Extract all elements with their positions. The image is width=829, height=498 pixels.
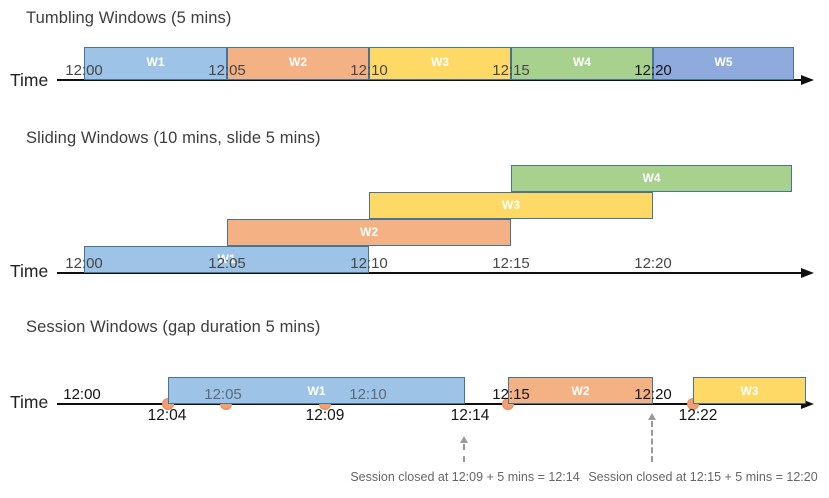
window-bar-label: W3 <box>431 54 449 69</box>
dashed-callout-line <box>463 444 465 462</box>
window-bar-w3: W3 <box>369 192 653 219</box>
time-axis <box>57 403 801 405</box>
window-bar-label: W1 <box>307 383 326 398</box>
section-title-session: Session Windows (gap duration 5 mins) <box>26 318 321 336</box>
window-bar-w1: W1 <box>84 246 369 273</box>
tick-label: 12:00 <box>65 255 103 272</box>
tick-label: 12:15 <box>492 62 530 79</box>
time-axis-label: Time <box>10 70 49 90</box>
event-time-label: 12:14 <box>450 407 490 424</box>
time-axis-arrowhead <box>801 399 814 409</box>
window-bar-w2: W2 <box>227 219 511 246</box>
window-bar-label: W1 <box>146 54 165 69</box>
session-closed-note: Session closed at 12:15 + 5 mins = 12:20 <box>588 470 818 484</box>
tick-label: 12:10 <box>349 386 387 403</box>
section-title-sliding: Sliding Windows (10 mins, slide 5 mins) <box>26 129 321 147</box>
window-bar-label: W4 <box>642 170 661 185</box>
window-bar-w2: W2 <box>508 377 653 404</box>
time-axis-arrowhead <box>801 75 814 85</box>
tick-label: 12:20 <box>634 255 672 272</box>
time-axis-label: Time <box>10 392 49 412</box>
tick-label: 12:15 <box>492 255 530 272</box>
session-closed-note: Session closed at 12:09 + 5 mins = 12:14 <box>350 470 580 484</box>
window-bar-label: W3 <box>502 197 520 212</box>
tick-label: 12:20 <box>634 62 672 79</box>
window-bar-label: W2 <box>289 54 307 69</box>
window-bar-w3: W3 <box>369 47 511 80</box>
up-arrowhead <box>648 413 656 420</box>
window-bar-label: W3 <box>740 383 759 398</box>
time-axis-arrowhead <box>801 268 814 278</box>
time-axis <box>57 272 801 274</box>
window-bar-label: W5 <box>714 54 733 69</box>
window-bar-label: W2 <box>360 224 378 239</box>
window-bar-label: W2 <box>571 383 590 398</box>
event-time-label: 12:22 <box>678 407 718 424</box>
window-bar-w5: W5 <box>653 47 794 80</box>
tick-label: 12:10 <box>350 255 388 272</box>
tick-label: 12:00 <box>65 62 103 79</box>
window-bar-w3: W3 <box>693 377 806 404</box>
tick-label: 12:05 <box>204 386 242 403</box>
event-time-label: 12:04 <box>147 407 187 424</box>
tick-label: 12:05 <box>208 255 246 272</box>
window-bar-w2: W2 <box>227 47 369 80</box>
section-title-tumbling: Tumbling Windows (5 mins) <box>26 9 232 27</box>
time-axis <box>57 79 801 81</box>
tick-label: 12:00 <box>63 386 101 403</box>
window-bar-label: W1 <box>217 251 236 266</box>
tick-label: 12:10 <box>350 62 388 79</box>
window-bar-w1: W1 <box>168 377 465 404</box>
tick-label: 12:15 <box>492 386 530 403</box>
window-bar-w4: W4 <box>511 47 653 80</box>
up-arrowhead <box>460 436 468 443</box>
time-axis-label: Time <box>10 261 49 281</box>
window-bar-w1: W1 <box>84 47 227 80</box>
tick-label: 12:05 <box>208 62 246 79</box>
event-time-label: 12:09 <box>305 407 345 424</box>
dashed-callout-line <box>651 421 653 462</box>
window-bar-w4: W4 <box>511 165 792 192</box>
window-bar-label: W4 <box>573 54 591 69</box>
tick-label: 12:20 <box>634 386 672 403</box>
